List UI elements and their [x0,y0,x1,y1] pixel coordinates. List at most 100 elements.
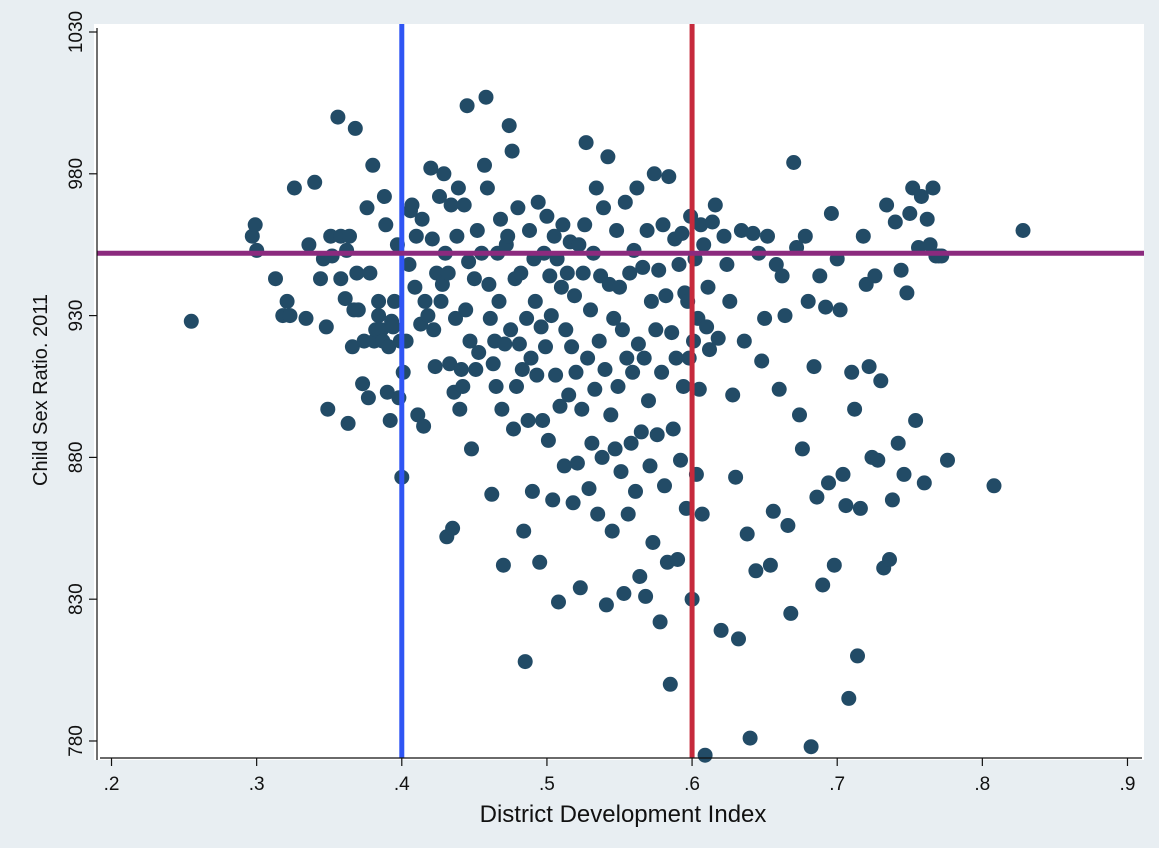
data-point [633,424,649,440]
data-point [516,523,532,539]
data-point [745,225,761,241]
data-point [617,194,633,210]
data-point [340,415,356,431]
data-point [632,569,648,584]
data-point [378,217,394,233]
data-point [722,293,738,309]
data-point [504,143,520,159]
data-point [349,265,365,281]
data-point [500,228,516,244]
data-point [301,237,317,253]
data-point [559,265,575,281]
data-point [884,492,900,508]
data-point [710,330,726,346]
data-point [873,373,889,389]
data-point [488,379,504,394]
data-point [655,217,671,233]
data-point [443,197,459,213]
data-point [922,237,938,253]
data-point [371,293,387,309]
data-point [786,155,802,170]
data-point [279,293,295,309]
data-point [792,407,807,423]
data-point [542,268,558,284]
y-axis-ticks: 780 830 880 930 980 1030 [66,11,97,757]
y-axis-title: Child Sex Ratio. 2011 [30,294,52,486]
data-point [757,310,773,326]
data-point [725,387,741,403]
data-point [600,149,616,165]
data-point [748,563,764,579]
data-point [423,160,439,176]
data-point [809,489,825,505]
data-point [282,308,298,324]
data-point [671,257,687,272]
data-point [268,271,283,287]
data-point [664,325,680,341]
data-point [381,339,397,355]
data-point [728,469,744,485]
data-point [491,293,507,309]
data-point [519,310,535,326]
axes [96,28,1142,760]
data-point [572,580,588,596]
data-point [625,364,641,380]
x-tick-label: .2 [104,774,120,795]
data-point [555,217,571,233]
data-point [700,279,716,295]
data-point [583,302,598,318]
data-point [453,362,469,377]
data-point [913,189,929,204]
data-point [482,310,498,326]
data-point [940,452,955,468]
data-point [382,413,398,428]
data-point [466,271,482,287]
x-tick-label: .9 [1120,774,1136,795]
data-point [719,257,735,272]
data-point [768,257,784,272]
data-point [899,285,915,301]
data-point [510,200,526,216]
x-tick-label: .7 [829,774,845,795]
data-point [543,308,559,324]
data-point [577,217,593,233]
data-point [736,333,752,349]
data-point [916,475,932,491]
data-point [568,364,584,380]
data-point [432,189,447,204]
data-point [855,228,871,244]
data-point [379,384,395,400]
data-point [699,319,715,335]
data-point [581,481,597,497]
data-point [642,458,658,474]
data-point [616,586,632,601]
data-point [594,449,610,465]
data-point [513,265,529,281]
data-point [777,308,793,324]
data-point [342,228,357,244]
data-point [838,498,854,514]
data-point [330,109,346,125]
data-point [902,206,918,221]
data-point [739,526,755,542]
data-point [835,466,851,482]
data-point [530,194,546,210]
data-point [468,362,484,377]
data-point [657,478,672,494]
data-point [638,588,654,604]
data-point [774,268,790,284]
data-point [433,293,449,309]
data-point [800,293,816,309]
data-point [613,464,629,480]
data-point [832,302,848,318]
data-point [387,293,402,309]
data-point [244,228,260,244]
y-tick-label: 780 [66,725,87,757]
data-point [350,302,366,318]
data-point [517,654,533,670]
data-point [524,483,540,499]
data-point [803,739,819,755]
data-point [501,118,517,134]
x-tick-label: .5 [539,774,555,795]
data-point [360,390,376,406]
